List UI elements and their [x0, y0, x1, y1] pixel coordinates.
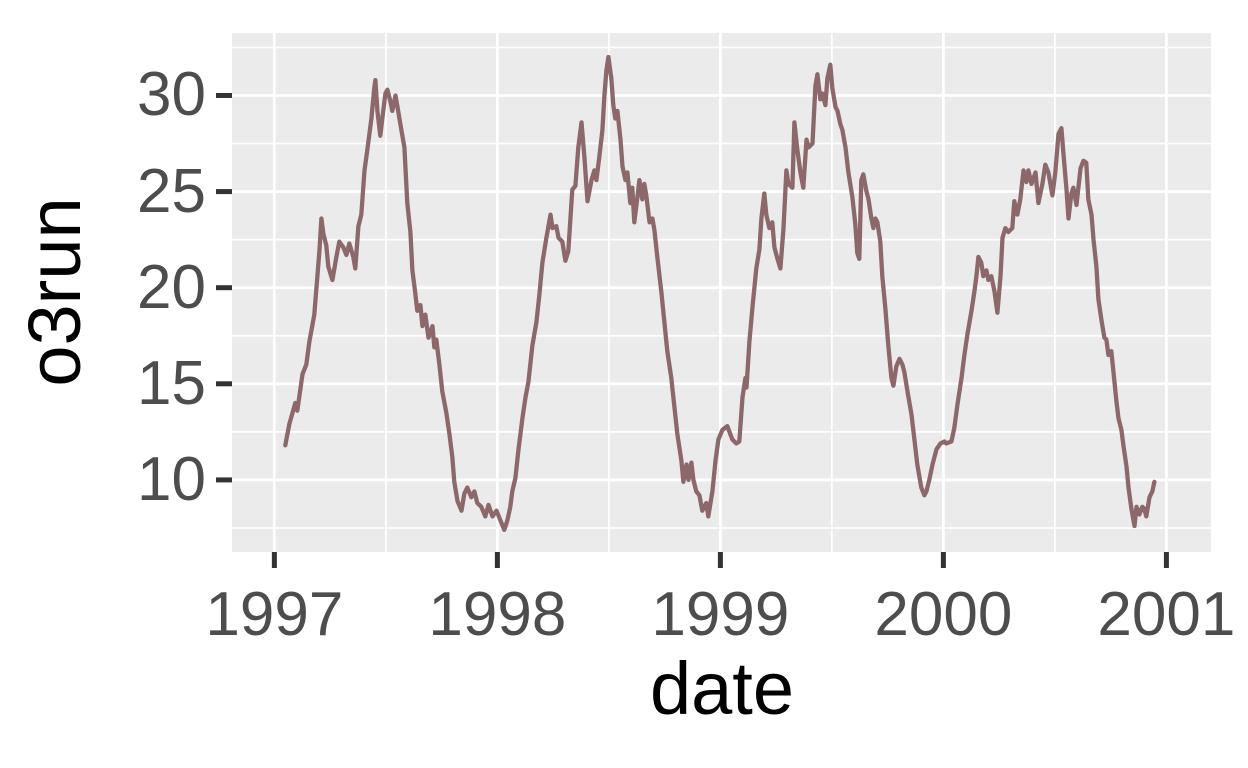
x-tick-label-1998: 1998	[428, 580, 567, 649]
x-tick-label-2000: 2000	[874, 580, 1013, 649]
y-axis-title: o3run	[13, 197, 96, 387]
y-tick-label-30: 30	[137, 60, 206, 130]
y-tick-label-20: 20	[137, 252, 206, 322]
x-tick-label-1999: 1999	[651, 580, 790, 649]
x-tick-label-2001: 2001	[1097, 580, 1236, 649]
y-tick-label-15: 15	[137, 348, 206, 418]
y-tick-label-10: 10	[137, 444, 206, 514]
x-axis-title: date	[649, 647, 795, 730]
y-tick-label-25: 25	[137, 156, 206, 226]
x-tick-label-1997: 1997	[205, 580, 344, 649]
